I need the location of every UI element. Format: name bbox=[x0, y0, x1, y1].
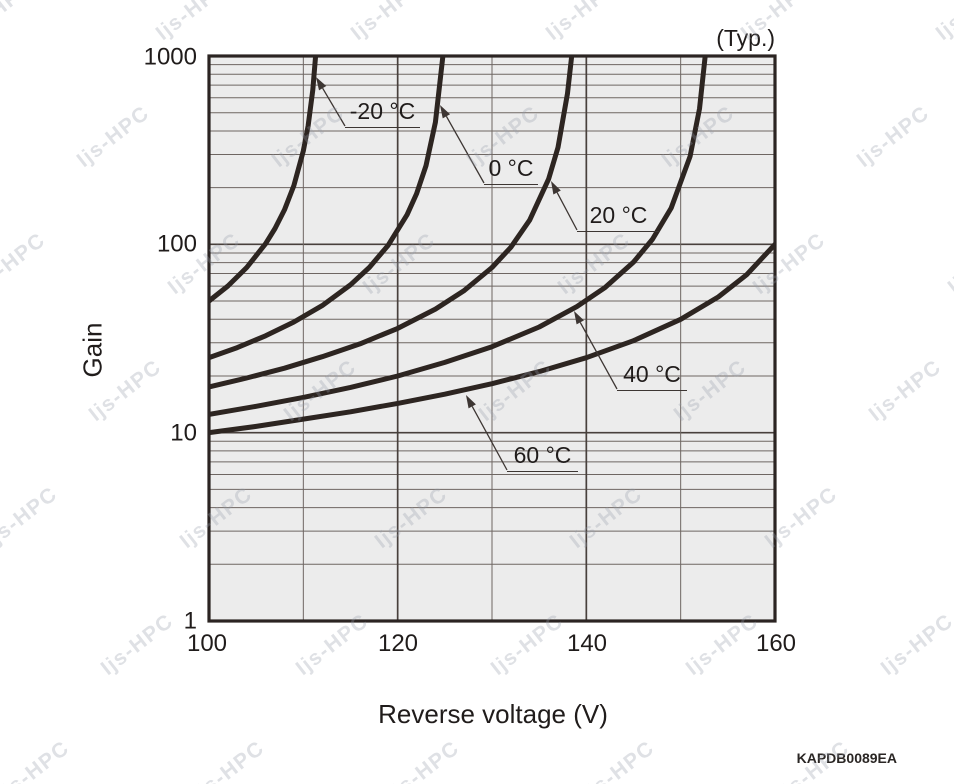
y-tick-10: 10 bbox=[170, 419, 197, 447]
x-tick-140: 140 bbox=[566, 630, 608, 657]
curve-0C bbox=[209, 56, 446, 361]
callout-arrowhead bbox=[574, 311, 584, 325]
callout-leader-line bbox=[556, 192, 578, 231]
curve-40C bbox=[209, 56, 708, 417]
callout-arrowhead bbox=[466, 395, 476, 409]
x-tick-120: 120 bbox=[377, 630, 419, 657]
curve-60C bbox=[209, 241, 775, 436]
curve-label-40C: 40 °C bbox=[617, 363, 687, 391]
curve-label-0C: 0 °C bbox=[484, 157, 538, 185]
callout-arrowhead bbox=[551, 181, 561, 195]
typ-annotation: (Typ.) bbox=[716, 25, 775, 51]
x-axis-title: Reverse voltage (V) bbox=[378, 699, 608, 729]
callout-arrowhead bbox=[316, 77, 327, 91]
curve-label-20C: 20 °C bbox=[577, 204, 660, 232]
callout-leader-line bbox=[579, 322, 618, 390]
curves-group bbox=[209, 56, 775, 436]
x-tick-160: 160 bbox=[755, 630, 797, 657]
curve-20C bbox=[209, 56, 575, 390]
callout-leader-line bbox=[445, 116, 485, 184]
y-axis-title: Gain bbox=[77, 322, 108, 378]
y-tick-1000: 1000 bbox=[143, 43, 197, 71]
callout-leader-line bbox=[471, 406, 508, 471]
curve--20C bbox=[209, 56, 319, 304]
y-tick-100: 100 bbox=[156, 230, 197, 258]
callout-leader-line bbox=[322, 87, 346, 127]
document-code: KAPDB0089EA bbox=[796, 750, 897, 766]
y-tick-1: 1 bbox=[183, 607, 197, 635]
curve-label-60C: 60 °C bbox=[507, 444, 578, 472]
x-tick-100: 100 bbox=[186, 630, 228, 657]
plot-border bbox=[207, 54, 777, 623]
curve-label-minus20C: -20 °C bbox=[345, 100, 420, 128]
callout-arrowhead bbox=[440, 105, 451, 119]
